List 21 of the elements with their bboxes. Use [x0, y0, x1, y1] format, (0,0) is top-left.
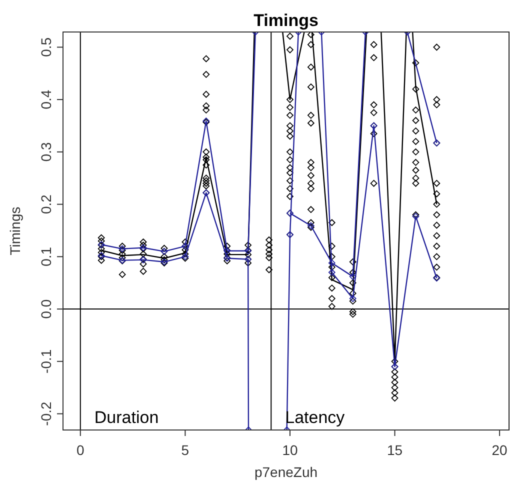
point	[349, 273, 356, 280]
chart-title: Timings	[254, 11, 318, 30]
y-tick-label: 0.1	[38, 246, 54, 266]
point	[349, 295, 356, 302]
x-tick-label: 15	[386, 442, 403, 458]
y-axis-title: Timings	[7, 206, 23, 256]
x-tick-label: 5	[181, 442, 190, 458]
y-tick-label: 0.3	[38, 142, 54, 162]
annotation: Duration	[94, 408, 159, 427]
point	[328, 268, 336, 276]
y-tick-label: -0.1	[38, 349, 54, 374]
y-tick-label: -0.2	[38, 401, 54, 426]
y-tick-label: 0.5	[38, 37, 54, 57]
x-tick-label: 10	[282, 442, 298, 458]
x-tick-label: 0	[76, 442, 84, 458]
x-axis-title: p7eneZuh	[254, 464, 318, 480]
y-tick-label: 0.4	[38, 90, 54, 110]
y-tick-label: 0.0	[38, 299, 54, 319]
y-tick-label: 0.2	[38, 194, 54, 214]
x-tick-label: 20	[492, 442, 508, 458]
point	[328, 259, 336, 266]
